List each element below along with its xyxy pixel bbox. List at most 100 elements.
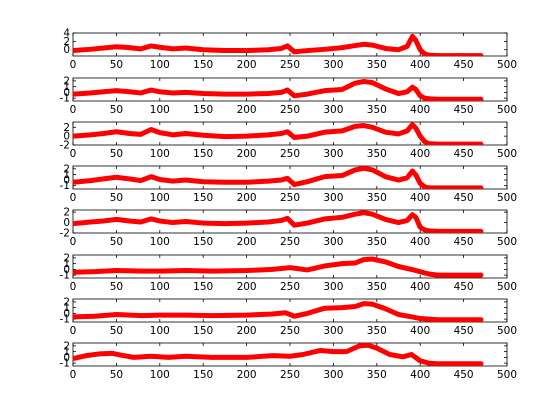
subplot-1: 0 50 100 150 200 250 300 350 400 450 500 024	[63, 28, 517, 72]
x-tick-label: 50	[110, 325, 123, 337]
x-tick-label: 250	[280, 281, 300, 293]
y-tick-label: 2	[63, 340, 70, 352]
y-tick-label: 0	[63, 217, 70, 229]
x-tick-label: 350	[367, 236, 387, 248]
y-tick-label: 2	[63, 36, 70, 48]
x-tick-label: 50	[110, 192, 123, 204]
x-tick-label: 100	[150, 281, 170, 293]
x-tick-label: 350	[367, 281, 387, 293]
x-tick-label: 300	[323, 369, 343, 381]
x-tick-label: 100	[150, 59, 170, 71]
x-tick-label: 0	[70, 59, 77, 71]
x-tick-label: 400	[410, 325, 430, 337]
y-tick-label: -1	[60, 180, 70, 192]
x-tick-label: 150	[193, 236, 213, 248]
subplot-5: 0 50 100 150 200 250 300 350 400 450 500-202	[60, 207, 518, 248]
x-tick-label: 300	[323, 148, 343, 160]
x-tick-label: 350	[367, 325, 387, 337]
y-tick-label: 0	[63, 131, 70, 143]
x-tick-label: 250	[280, 104, 300, 116]
x-tick-label: 200	[237, 236, 257, 248]
x-tick-label: 400	[410, 148, 430, 160]
y-tick-label: 4	[63, 28, 70, 40]
y-tick-label: 0	[63, 44, 70, 56]
x-tick-label: 450	[454, 59, 474, 71]
x-tick-label: 300	[323, 192, 343, 204]
x-tick-label: 400	[410, 59, 430, 71]
x-tick-label: 300	[323, 104, 343, 116]
x-tick-label: 0	[70, 148, 77, 160]
x-tick-label: 250	[280, 325, 300, 337]
y-tick-label: 2	[63, 207, 70, 219]
y-tick-label: 0	[63, 352, 70, 364]
x-tick-label: 350	[367, 59, 387, 71]
y-tick-label: 2	[63, 163, 70, 175]
x-tick-label: 150	[193, 369, 213, 381]
x-tick-label: 50	[110, 59, 123, 71]
y-tick-label: 0	[63, 308, 70, 320]
x-tick-label: 50	[110, 236, 123, 248]
series-line	[73, 33, 484, 56]
x-tick-label: 150	[193, 104, 213, 116]
y-tick-label: -1	[60, 93, 70, 105]
series-line	[73, 166, 484, 189]
x-tick-label: 0	[70, 369, 77, 381]
axes-frame	[72, 32, 508, 57]
x-tick-label: 150	[193, 148, 213, 160]
x-tick-label: 100	[150, 192, 170, 204]
series-line	[73, 301, 484, 322]
series-line	[73, 122, 484, 145]
y-tick-label: 1	[63, 81, 70, 93]
y-tick-label: 1	[63, 169, 70, 181]
x-tick-label: 450	[454, 104, 474, 116]
x-tick-label: 350	[367, 192, 387, 204]
y-tick-label: 0	[63, 87, 70, 99]
x-tick-label: 150	[193, 59, 213, 71]
x-tick-label: 0	[70, 281, 77, 293]
y-tick-label: 1	[63, 258, 70, 270]
x-tick-label: 350	[367, 369, 387, 381]
x-tick-label: 150	[193, 325, 213, 337]
x-tick-label: 50	[110, 104, 123, 116]
x-tick-label: 400	[410, 192, 430, 204]
x-tick-label: 400	[410, 369, 430, 381]
x-tick-label: 400	[410, 104, 430, 116]
x-tick-label: 500	[497, 281, 517, 293]
y-tick-label: -1	[60, 358, 70, 370]
x-tick-label: 500	[497, 192, 517, 204]
series-line	[73, 343, 484, 366]
x-tick-label: 500	[497, 59, 517, 71]
y-tick-label: 1	[63, 302, 70, 314]
x-tick-label: 50	[110, 148, 123, 160]
y-tick-label: -1	[60, 314, 70, 326]
x-tick-label: 250	[280, 236, 300, 248]
y-tick-label: 2	[63, 122, 70, 134]
x-tick-label: 450	[454, 369, 474, 381]
x-tick-label: 250	[280, 369, 300, 381]
x-tick-label: 0	[70, 192, 77, 204]
y-tick-label: -2	[60, 140, 70, 152]
y-tick-label: 2	[63, 296, 70, 308]
series-line	[73, 78, 484, 101]
x-tick-label: 200	[237, 281, 257, 293]
x-tick-label: 200	[237, 148, 257, 160]
x-tick-label: 50	[110, 369, 123, 381]
x-tick-label: 0	[70, 236, 77, 248]
x-tick-label: 0	[70, 104, 77, 116]
x-tick-label: 200	[237, 325, 257, 337]
x-tick-label: 300	[323, 236, 343, 248]
x-tick-label: 350	[367, 148, 387, 160]
x-tick-label: 100	[150, 148, 170, 160]
x-tick-label: 200	[237, 104, 257, 116]
y-tick-label: 0	[63, 175, 70, 187]
x-tick-label: 500	[497, 236, 517, 248]
series-line	[73, 256, 484, 278]
x-tick-label: 350	[367, 104, 387, 116]
x-tick-label: 100	[150, 236, 170, 248]
y-tick-label: 1	[63, 346, 70, 358]
x-tick-label: 300	[323, 325, 343, 337]
x-tick-label: 450	[454, 325, 474, 337]
